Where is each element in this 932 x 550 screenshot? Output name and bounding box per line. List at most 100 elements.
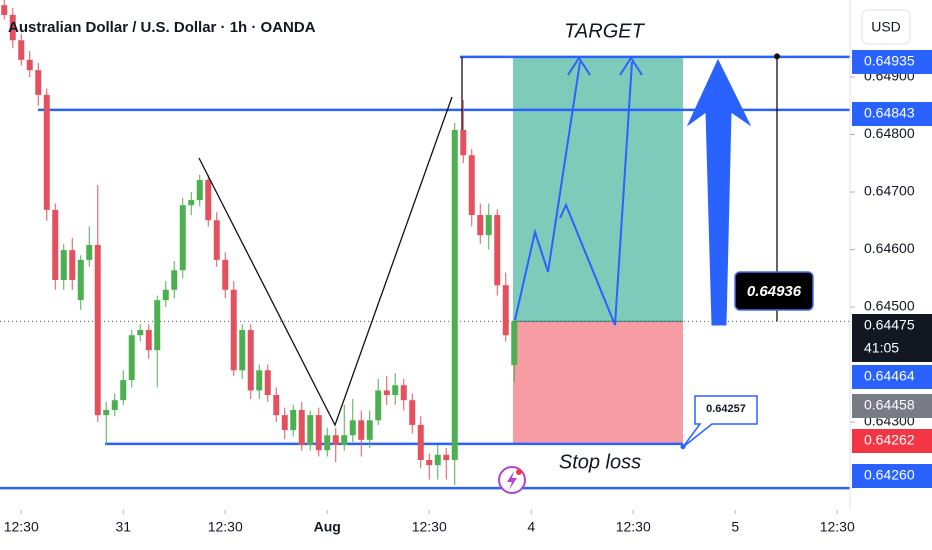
candle-body (9, 14, 16, 41)
candle-body (358, 420, 365, 440)
price-badge-label: 0.64843 (864, 105, 915, 121)
candle-body (383, 390, 390, 396)
currency-box (861, 9, 911, 45)
trend-line (198, 96, 453, 427)
x-tick-label: 12:30 (412, 519, 447, 535)
candle-body (494, 215, 501, 286)
candle-body (239, 330, 246, 371)
candle-body (460, 129, 467, 156)
candle-body (409, 400, 416, 425)
candle-body (103, 409, 110, 416)
stop-zone (513, 321, 683, 444)
candle-body (332, 435, 339, 446)
candle-body (341, 435, 348, 446)
candle-body (43, 94, 50, 210)
x-tick-label: 31 (115, 519, 131, 535)
x-tick-label: 12:30 (208, 519, 243, 535)
candle-body (111, 400, 118, 410)
price-badge-label: 0.64262 (864, 432, 915, 448)
x-tick-label: 12:30 (4, 519, 39, 535)
y-tick-label: 0.64800 (864, 125, 915, 141)
price-badge-label: 0.64935 (864, 53, 915, 69)
target-label: TARGET (564, 20, 645, 42)
y-tick-label: 0.64500 (864, 298, 915, 314)
price-badge (852, 314, 932, 362)
x-tick-label: 12:30 (616, 519, 651, 535)
candle-body (18, 40, 25, 60)
candle-body (77, 259, 84, 301)
event-dot (516, 469, 522, 475)
candle-body (196, 179, 203, 201)
candle-body (366, 420, 373, 440)
candle-body (451, 129, 458, 460)
candle-body (26, 59, 33, 71)
arrow-head (619, 56, 643, 76)
candle-body (94, 244, 101, 416)
candle-body (256, 370, 263, 391)
candle-body (247, 330, 254, 391)
callout-point (680, 444, 686, 450)
stop-label: Stop loss (559, 451, 641, 473)
price-badge (852, 464, 932, 488)
candle-body (417, 424, 424, 460)
candle-body (400, 385, 407, 401)
path-arrow (559, 61, 633, 326)
x-tick-label: 12:30 (820, 519, 855, 535)
time-axis-bg (0, 510, 932, 550)
candle-body (273, 395, 280, 416)
candle-body (298, 409, 305, 446)
price-badge (852, 365, 932, 389)
callout-box (682, 395, 758, 448)
candle-body (69, 250, 76, 281)
price-badge (852, 50, 932, 74)
price-badge (852, 429, 932, 453)
candle-body (468, 155, 475, 216)
candle-body (434, 454, 441, 466)
x-tick-label: 4 (527, 519, 535, 535)
countdown: 41:05 (864, 340, 899, 356)
price-badge (852, 102, 932, 126)
annotations: TARGET Stop loss 0.64936 0.64257 (559, 20, 814, 473)
candle-body (213, 220, 220, 260)
price-badge (852, 394, 932, 418)
price-badge-label: 0.64475 (864, 317, 915, 333)
candle-body (375, 390, 382, 421)
candle-body (188, 200, 195, 206)
candle-body (222, 259, 229, 290)
price-badge-label: 0.64260 (864, 467, 915, 483)
candle-body (443, 454, 450, 460)
big-arrow (686, 58, 752, 326)
candle-body (264, 370, 271, 396)
candle-body (60, 250, 67, 281)
measure-box (734, 271, 814, 311)
target-zone (513, 56, 683, 322)
candle-body (145, 330, 152, 351)
event-icon (507, 471, 517, 490)
candle-body (426, 459, 433, 466)
candle-body (52, 209, 59, 281)
candle-body (502, 285, 509, 336)
measure-dot (774, 53, 780, 60)
x-tick-label: Aug (314, 519, 341, 535)
candle-body (392, 385, 399, 396)
candle-body (511, 321, 518, 366)
candle-body (120, 380, 127, 401)
candle-body (162, 289, 169, 301)
price-axis-bg (850, 0, 932, 550)
candle-body (154, 300, 161, 351)
path-arrow (514, 61, 581, 321)
candle-body (205, 179, 212, 221)
x-tick-label: 5 (731, 519, 739, 535)
callout-label: 0.64257 (706, 403, 746, 415)
price-badge-label: 0.64458 (864, 397, 915, 413)
candle-body (179, 205, 186, 271)
position-boxes (513, 56, 683, 444)
candle-body (128, 335, 135, 381)
candle-body (477, 215, 484, 236)
currency: USD (871, 19, 901, 35)
candle-body (315, 415, 322, 451)
candle-body (281, 415, 288, 431)
price-badge-label: 0.64464 (864, 368, 915, 384)
candle-body (1, 5, 8, 15)
